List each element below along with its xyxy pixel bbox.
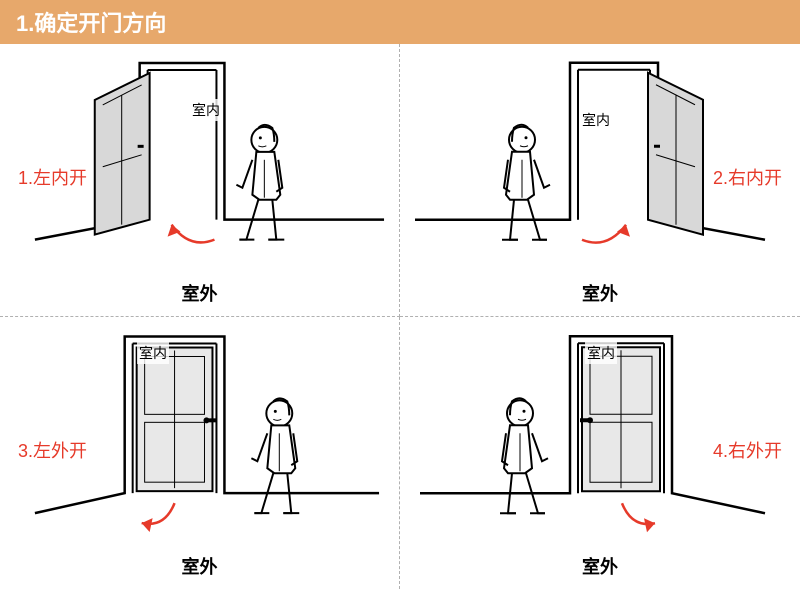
panel-2: 室内 2.右内开 室外: [400, 44, 800, 317]
outside-label: 室外: [582, 280, 618, 306]
panel-2-caption: 2.右内开: [713, 164, 782, 190]
header-bar: 1.确定开门方向: [0, 0, 800, 44]
header-title: 1.确定开门方向: [16, 11, 166, 36]
inside-label: 室内: [580, 109, 612, 131]
diagram-grid: 室内 1.左内开 室外: [0, 44, 800, 589]
inside-label: 室内: [137, 342, 169, 364]
panel-3: 室内 3.左外开 室外: [0, 317, 400, 589]
panel-3-caption: 3.左外开: [18, 437, 87, 463]
inside-label: 室内: [190, 99, 222, 121]
outside-label: 室外: [182, 280, 218, 306]
panel-4: 室内 4.右外开 室外: [400, 317, 800, 589]
panel-4-caption: 4.右外开: [713, 437, 782, 463]
panel-1: 室内 1.左内开 室外: [0, 44, 400, 317]
inside-label: 室内: [585, 342, 617, 364]
outside-label: 室外: [582, 553, 618, 579]
outside-label: 室外: [182, 553, 218, 579]
panel-1-caption: 1.左内开: [18, 164, 87, 190]
